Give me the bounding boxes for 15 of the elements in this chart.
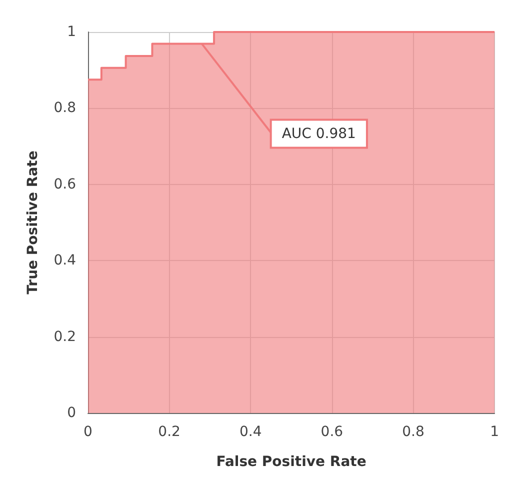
y-tick-label: 0.2 [54,328,76,345]
x-tick-label: 0.4 [239,424,262,440]
x-axis-title: False Positive Rate [216,454,366,470]
y-tick-label: 0.6 [54,176,76,192]
x-tick-label: 0.8 [402,424,424,440]
y-tick-label: 1 [67,24,76,40]
x-tick-label: 0 [84,424,92,440]
y-tick-label: 0.8 [54,100,76,116]
x-tick-label: 1 [490,424,500,440]
y-tick-label: 0.4 [54,252,76,269]
x-tick-label: 0.6 [320,424,344,440]
y-tick-label: 0 [67,405,76,421]
y-axis-title: True Positive Rate [25,150,41,294]
annotation: AUC 0.981 [282,126,356,142]
x-tick-label: 0.2 [158,424,180,440]
